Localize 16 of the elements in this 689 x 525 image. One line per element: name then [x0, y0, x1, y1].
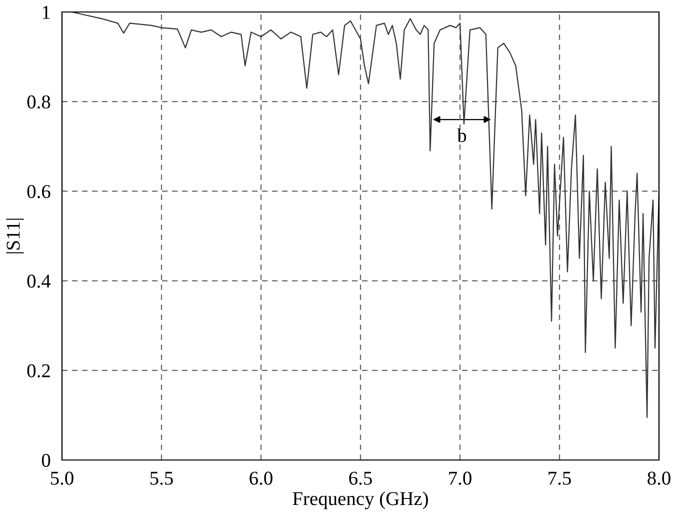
y-axis-title: |S11| [6, 218, 24, 254]
annotation: b [457, 128, 466, 142]
y-tick-label: 0.2 [27, 364, 50, 378]
y-tick-label: 0.6 [27, 185, 50, 198]
x-tick-label: 6.5 [349, 472, 372, 485]
x-tick-label: 7.5 [548, 472, 571, 485]
x-tick-label: 8.0 [648, 472, 670, 485]
x-axis-title: Frequency (GHz) [292, 492, 428, 510]
x-tick-label: 5.5 [150, 472, 173, 485]
y-tick-label: 1 [42, 6, 50, 19]
y-tick-label: 0.8 [27, 95, 50, 109]
x-tick-label: 6.0 [250, 472, 272, 485]
y-tick-label: 0 [42, 454, 50, 467]
y-tick-label: 0.4 [27, 274, 51, 288]
x-tick-label: 5.0 [50, 472, 74, 485]
x-tick-label: 7.0 [449, 472, 472, 485]
